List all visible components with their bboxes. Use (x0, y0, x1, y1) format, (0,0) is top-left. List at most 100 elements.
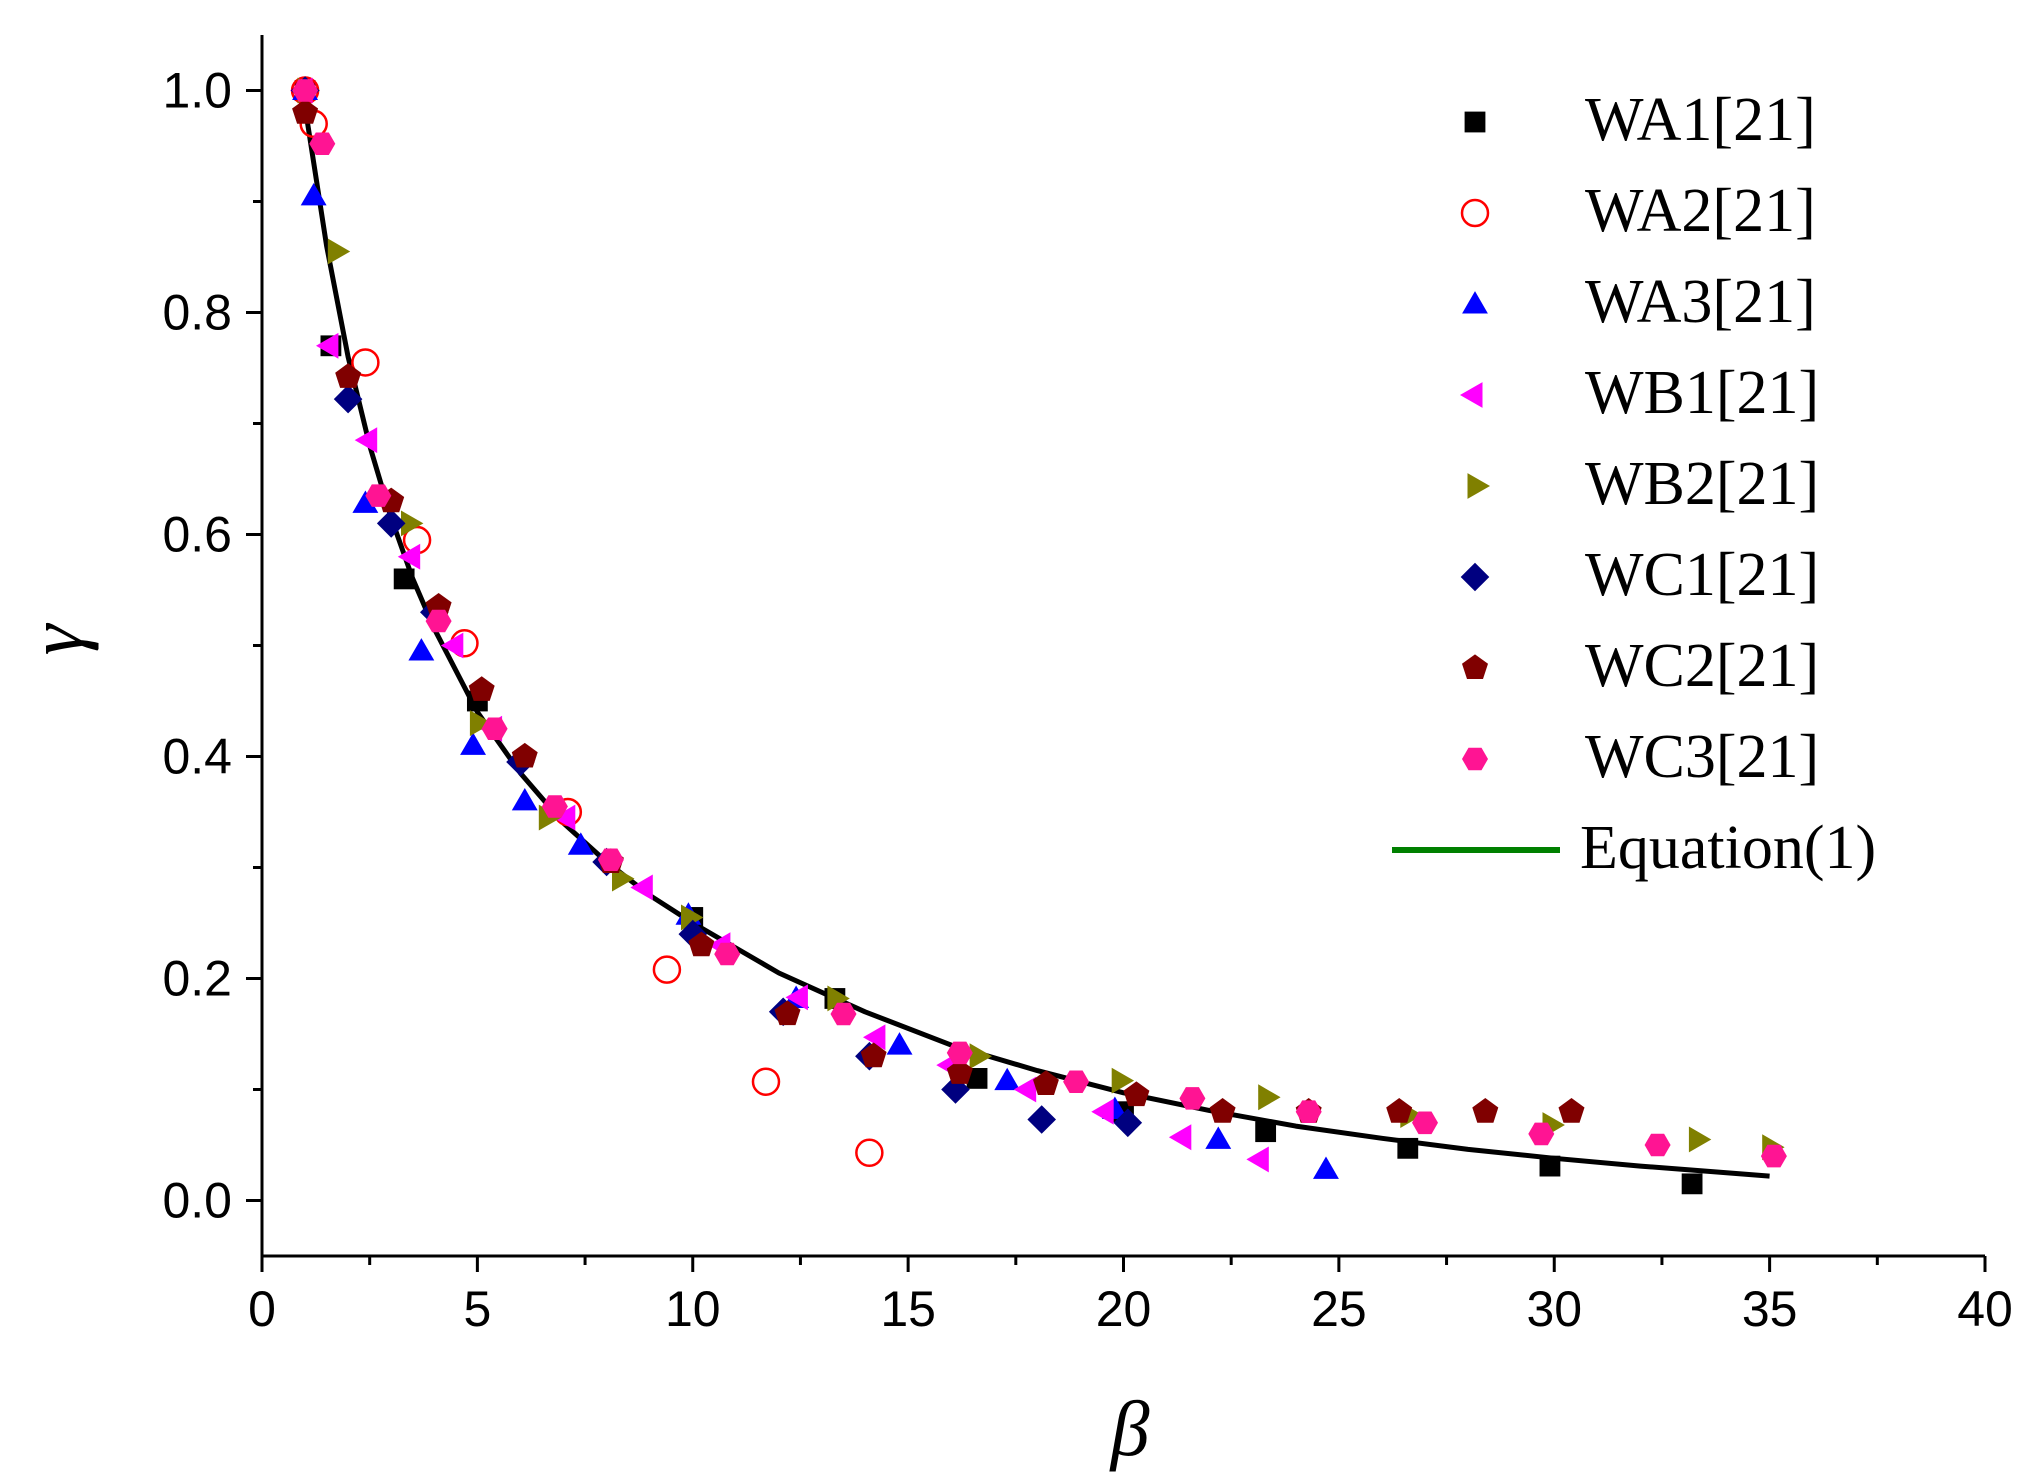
x-tick-label: 35 (1742, 1281, 1798, 1337)
legend-item: WA2[21] (1460, 177, 1816, 245)
data-point (1205, 1126, 1232, 1149)
data-point (855, 1138, 884, 1168)
legend-marker (1464, 111, 1486, 133)
data-point (860, 1042, 887, 1068)
data-point (309, 132, 336, 155)
data-point (1472, 1098, 1499, 1123)
data-point (1558, 1098, 1585, 1123)
data-point (1397, 1137, 1419, 1159)
data-points-layer (290, 76, 1787, 1195)
data-point (597, 848, 624, 871)
legend-marker (1460, 198, 1490, 228)
data-point (292, 79, 319, 102)
legend-label: WB1[21] (1585, 359, 1819, 427)
legend-marker (1462, 654, 1488, 679)
data-point (401, 510, 424, 537)
legend-item: WC3[21] (1462, 723, 1819, 791)
data-point (751, 1067, 781, 1096)
x-tick-label: 20 (1096, 1281, 1152, 1337)
data-point (292, 99, 319, 124)
data-point (481, 717, 508, 740)
data-point (1123, 1081, 1150, 1107)
data-point (552, 804, 576, 831)
data-point (1063, 1070, 1090, 1093)
data-point (994, 1067, 1021, 1091)
data-point (469, 710, 493, 737)
data-point (774, 1000, 801, 1026)
data-point (886, 1032, 913, 1055)
data-point (830, 1002, 857, 1026)
legend-label: Equation(1) (1580, 814, 1876, 882)
legend-label: WC1[21] (1585, 541, 1819, 609)
data-point (1681, 1173, 1703, 1195)
data-point (1258, 1084, 1281, 1111)
legend-item: WA1[21] (1464, 86, 1816, 154)
x-axis-title: β (1109, 1385, 1150, 1472)
data-point (1688, 1126, 1712, 1153)
data-point (785, 984, 808, 1011)
data-point (966, 1068, 988, 1089)
data-point (354, 427, 378, 454)
legend-marker (1467, 473, 1490, 499)
legend: WA1[21] WA2[21] WA3[21] WB1[21] WB2[21] WC1[2… (1392, 86, 1876, 882)
data-point (1386, 1098, 1413, 1123)
data-point (1027, 1105, 1056, 1134)
data-point (1033, 1070, 1059, 1095)
series-wa121 (294, 80, 1703, 1195)
legend-label: WC3[21] (1585, 723, 1819, 791)
data-point (1091, 1098, 1114, 1125)
legend-item: WC1[21] (1460, 541, 1819, 609)
y-tick-label: 1.0 (162, 63, 232, 119)
data-point (1528, 1122, 1555, 1146)
data-point (333, 384, 363, 414)
data-point (1013, 1076, 1037, 1103)
y-tick-label: 0.2 (162, 951, 232, 1007)
x-tick-label: 25 (1311, 1281, 1367, 1337)
series-wc121 (290, 76, 1143, 1138)
data-point (352, 490, 379, 513)
data-point (1111, 1067, 1135, 1094)
equation-curve-layer (302, 106, 1770, 1179)
legend-label: WB2[21] (1585, 450, 1819, 518)
legend-label: WA1[21] (1585, 86, 1816, 154)
data-point (300, 183, 327, 206)
equation-curve (302, 106, 1770, 1179)
data-point (440, 632, 464, 659)
data-point (365, 484, 392, 507)
plot-axes: 0 5 10 15 20 25 30 35 40 0.0 0.2 0.4 0.6 0.8 1.0 (162, 35, 2013, 1337)
legend-marker (1460, 382, 1483, 408)
data-point (425, 609, 452, 633)
y-tick-label: 0.6 (162, 507, 232, 563)
legend-marker (1460, 562, 1490, 592)
series-wc221 (292, 99, 1585, 1123)
data-point (681, 904, 704, 931)
data-point (327, 238, 351, 265)
data-point (946, 1059, 973, 1084)
data-point (376, 509, 406, 538)
series-wb221 (297, 77, 1785, 1161)
data-point (511, 742, 538, 768)
legend-label: WA3[21] (1585, 268, 1816, 336)
data-point (567, 832, 594, 855)
x-tick-label: 0 (248, 1281, 276, 1337)
data-point (1539, 1155, 1561, 1177)
x-tick-label: 40 (1957, 1281, 2013, 1337)
data-point (1760, 1144, 1787, 1168)
legend-item: Equation(1) (1392, 814, 1876, 882)
data-point (863, 1024, 886, 1051)
data-point (408, 638, 435, 661)
x-tick-label: 10 (665, 1281, 721, 1337)
y-tick-label: 0.0 (162, 1173, 232, 1229)
data-point (714, 942, 741, 966)
data-point (511, 788, 538, 811)
legend-item: WB2[21] (1467, 450, 1819, 518)
legend-marker (1462, 291, 1488, 314)
y-tick-label: 0.4 (162, 729, 232, 785)
data-point (541, 795, 568, 818)
data-point (468, 676, 495, 701)
data-point (652, 955, 682, 984)
data-point (630, 874, 653, 901)
series-wc321 (292, 79, 1787, 1168)
data-point (1412, 1111, 1438, 1135)
